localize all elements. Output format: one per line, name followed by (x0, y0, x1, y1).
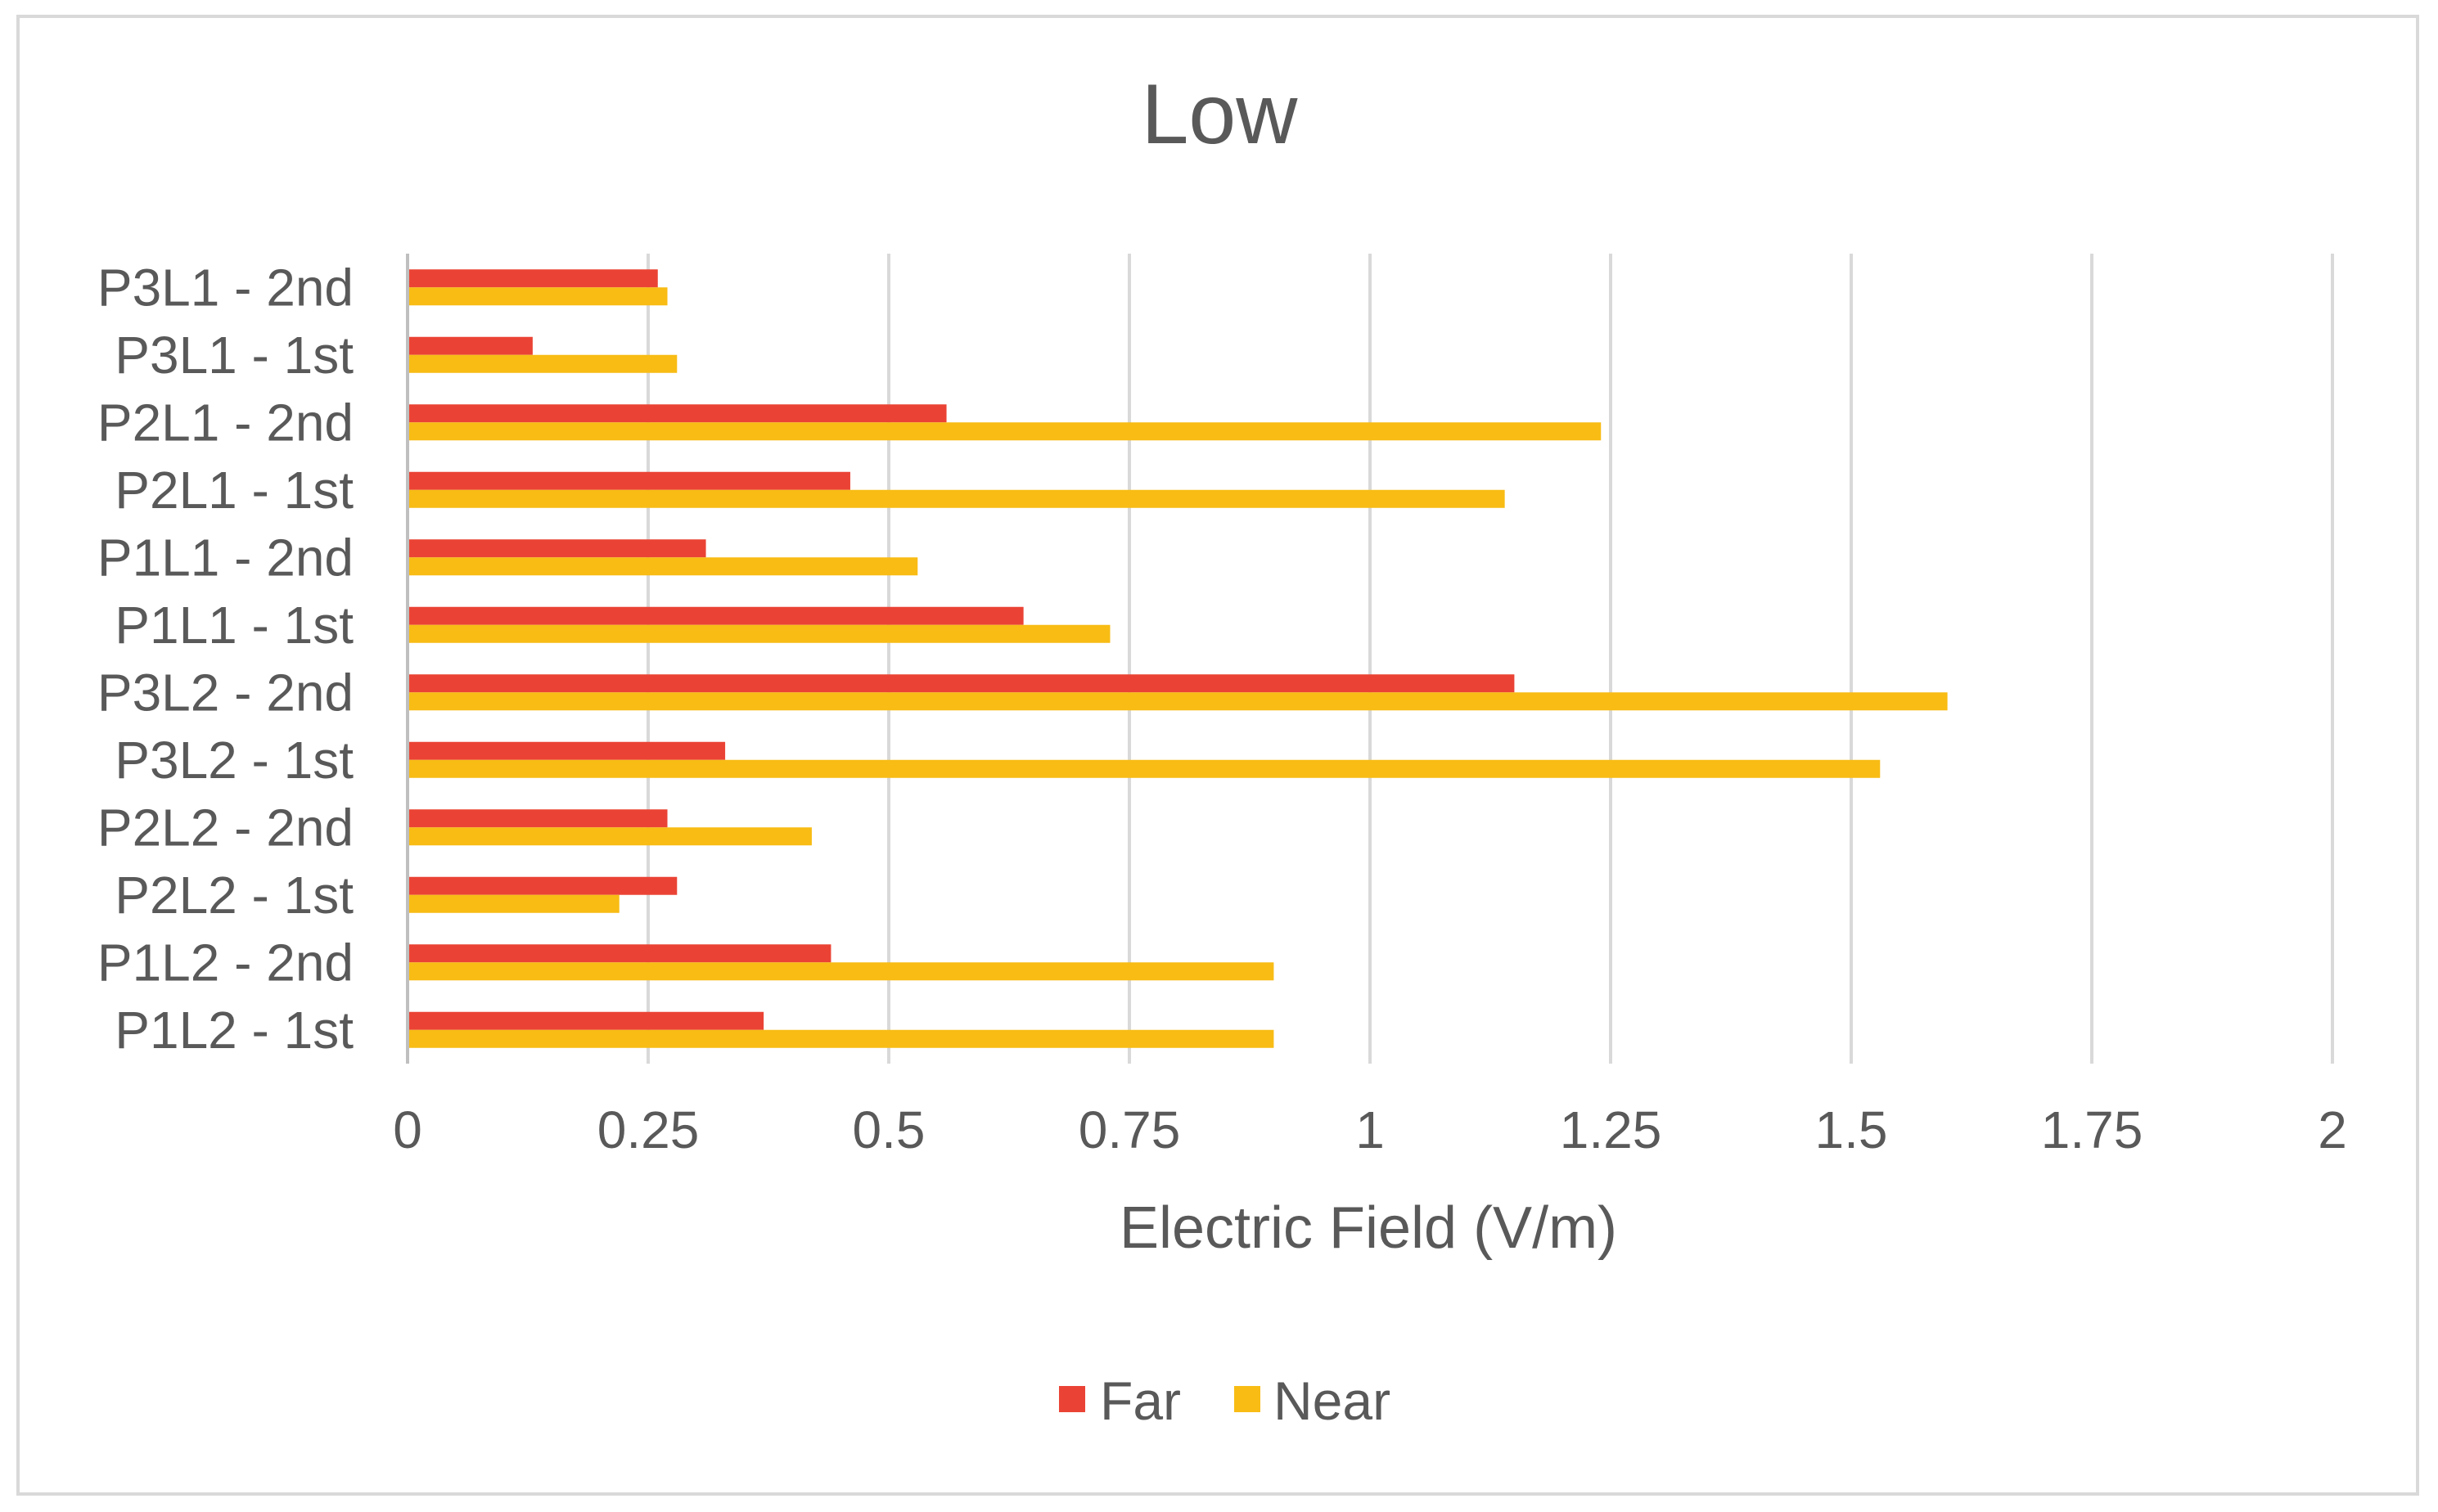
legend: Far Near (1059, 1370, 1390, 1431)
bar-far (408, 336, 533, 355)
bar-near (408, 287, 668, 306)
x-tick-label: 1.75 (2041, 1100, 2143, 1159)
bars (408, 269, 1948, 1048)
y-category-label: P3L1 - 2nd (97, 258, 354, 317)
legend-swatch-near (1234, 1386, 1260, 1412)
bar-far (408, 539, 706, 558)
x-tick-label: 0.25 (597, 1100, 700, 1159)
bar-far (408, 606, 1024, 625)
x-tick-label: 1.25 (1560, 1100, 1662, 1159)
chart-title: Low (1142, 67, 1299, 162)
x-tick-label: 1.5 (1815, 1100, 1888, 1159)
bar-far (408, 471, 850, 490)
bar-near (408, 894, 620, 913)
bar-far (408, 1011, 764, 1030)
y-category-label: P2L2 - 1st (115, 866, 354, 925)
bar-far (408, 809, 668, 828)
x-tick-label: 2 (2318, 1100, 2347, 1159)
bar-near (408, 557, 918, 576)
bar-far (408, 674, 1515, 693)
bar-near (408, 354, 678, 373)
y-category-label: P1L2 - 2nd (97, 933, 354, 992)
gridlines (647, 254, 2334, 1064)
bar-near (408, 759, 1881, 778)
bar-near (408, 692, 1948, 711)
bar-far (408, 404, 947, 423)
y-category-label: P1L1 - 2nd (97, 528, 354, 587)
y-category-label: P1L2 - 1st (115, 1001, 354, 1060)
bar-near (408, 962, 1274, 981)
y-category-label: P1L1 - 1st (115, 596, 354, 655)
x-tick-label: 0.75 (1079, 1100, 1181, 1159)
legend-swatch-far (1059, 1386, 1085, 1412)
legend-label-far: Far (1100, 1370, 1181, 1431)
y-category-label: P3L2 - 1st (115, 731, 354, 790)
tick-labels: 0 0.25 0.5 0.75 1 1.25 1.5 1.75 2 (393, 1100, 2347, 1159)
bar-near (408, 1029, 1274, 1048)
bar-near (408, 624, 1111, 643)
x-tick-label: 1 (1355, 1100, 1385, 1159)
bar-far (408, 269, 658, 288)
bar-far (408, 741, 726, 760)
bar-near (408, 422, 1602, 441)
x-axis-title: Electric Field (V/m) (1120, 1195, 1617, 1261)
bar-far (408, 944, 831, 963)
category-labels: P1L2 - 1st P1L2 - 2nd P2L2 - 1st P2L2 - 2nd… (97, 258, 354, 1060)
bar-far (408, 876, 678, 895)
y-category-label: P2L1 - 2nd (97, 393, 354, 452)
bar-near (408, 489, 1505, 508)
y-category-label: P3L2 - 2nd (97, 663, 354, 722)
x-tick-label: 0.5 (853, 1100, 926, 1159)
bar-near (408, 827, 812, 846)
legend-label-near: Near (1273, 1370, 1390, 1431)
x-tick-label: 0 (393, 1100, 422, 1159)
y-category-label: P3L1 - 1st (115, 326, 354, 385)
y-category-label: P2L1 - 1st (115, 461, 354, 520)
y-category-label: P2L2 - 2nd (97, 798, 354, 857)
